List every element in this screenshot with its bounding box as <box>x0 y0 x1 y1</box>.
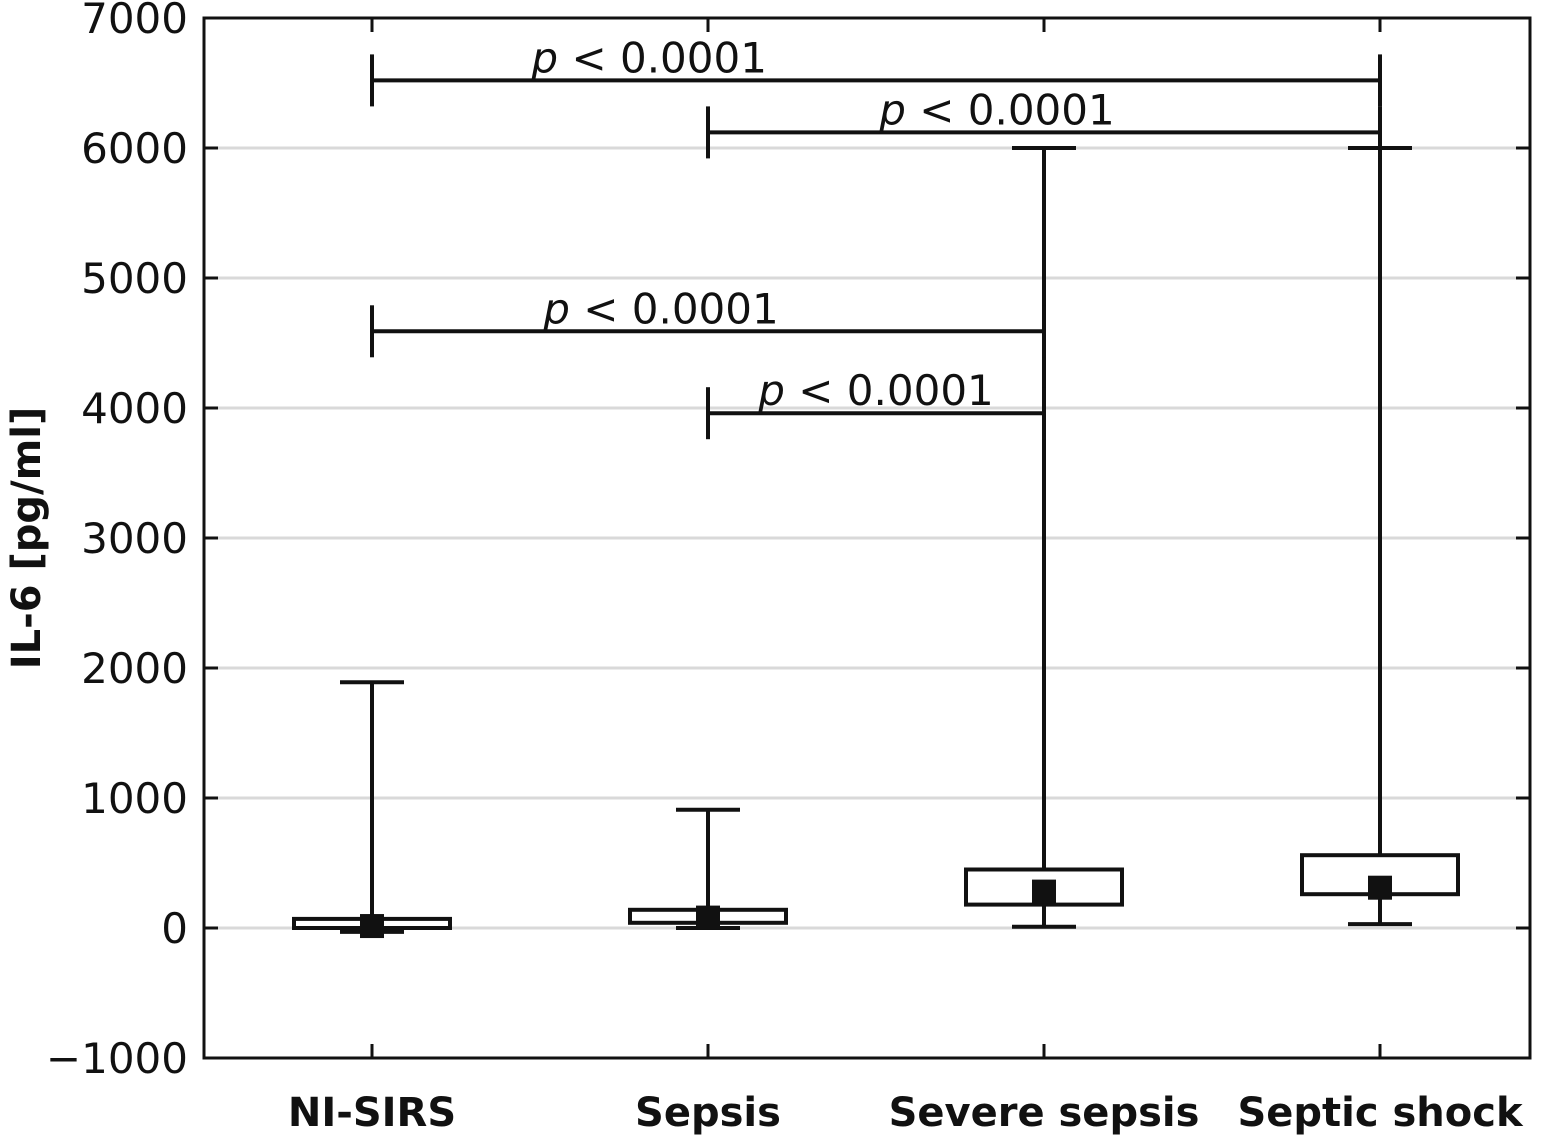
p-symbol: p <box>530 33 558 82</box>
p-value-label: p < 0.0001 <box>530 33 767 82</box>
significance-bracket: p < 0.0001 <box>706 85 1382 159</box>
p-value-label: p < 0.0001 <box>542 284 779 333</box>
x-category-label: Septic shock <box>1237 1090 1524 1136</box>
y-tick-label: 3000 <box>81 514 188 563</box>
box-group <box>628 807 788 930</box>
y-tick-label: 0 <box>161 904 188 953</box>
y-tick-label: 7000 <box>81 0 188 43</box>
median-marker <box>360 914 384 939</box>
y-tick-label: 2000 <box>81 644 188 693</box>
p-threshold: < 0.0001 <box>906 85 1115 134</box>
x-category-label: Sepsis <box>635 1090 781 1136</box>
axes-layer <box>202 16 1532 1060</box>
significance-bracket: p < 0.0001 <box>370 284 1046 358</box>
p-value-label: p < 0.0001 <box>757 366 994 415</box>
y-tick-label: 1000 <box>81 774 188 823</box>
y-tick-label: 4000 <box>81 384 188 433</box>
p-threshold: < 0.0001 <box>785 366 994 415</box>
x-category-label: Severe sepsis <box>889 1090 1200 1136</box>
median-marker <box>1032 879 1056 904</box>
median-marker <box>696 905 720 930</box>
p-threshold: < 0.0001 <box>570 284 779 333</box>
y-axis-title: IL-6 [pg/ml] <box>4 407 50 670</box>
y-tick-label: 6000 <box>81 124 188 173</box>
x-category-label: NI-SIRS <box>288 1090 456 1136</box>
box-group <box>964 146 1124 929</box>
labels-layer: −1000 0 1000 2000 3000 4000 5000 6000 7000 NI-SIR… <box>46 0 1524 1136</box>
boxes-layer <box>292 146 1460 939</box>
grid-layer <box>204 146 1530 930</box>
p-value-label: p < 0.0001 <box>878 85 1115 134</box>
box-group <box>292 680 452 939</box>
p-symbol: p <box>757 366 785 415</box>
significance-bracket: p < 0.0001 <box>370 33 1382 107</box>
p-symbol: p <box>878 85 906 134</box>
y-tick-label: −1000 <box>46 1034 188 1083</box>
significance-bracket: p < 0.0001 <box>706 366 1046 440</box>
box-group <box>1300 146 1460 927</box>
p-threshold: < 0.0001 <box>558 33 767 82</box>
p-symbol: p <box>542 284 570 333</box>
y-tick-label: 5000 <box>81 254 188 303</box>
median-marker <box>1368 875 1392 900</box>
